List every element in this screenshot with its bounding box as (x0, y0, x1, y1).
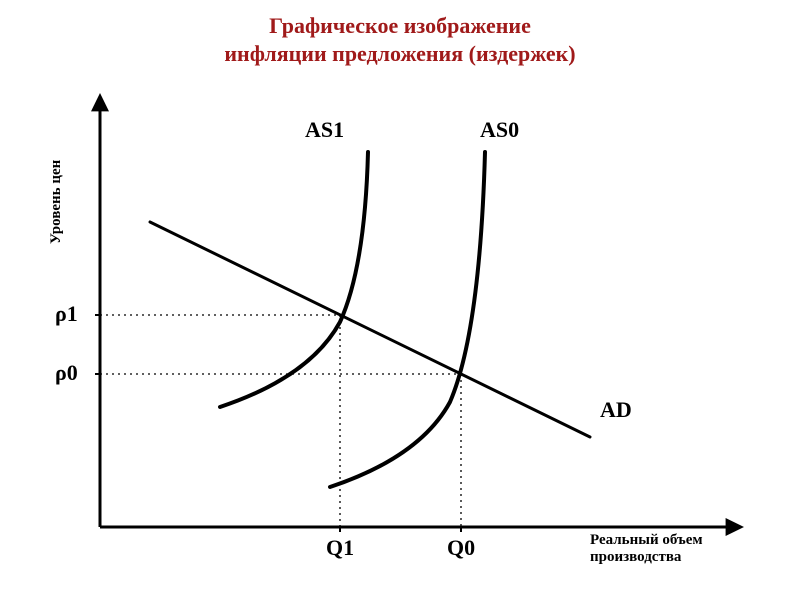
chart-svg (0, 67, 800, 587)
x-axis-label: Реальный объем производства (590, 532, 703, 565)
y-axis-label: Уровень цен (48, 127, 65, 277)
price-label-p1: ρ1 (55, 301, 78, 327)
price-label-p0: ρ0 (55, 360, 78, 386)
curve-label-as1: AS1 (305, 117, 344, 143)
qty-label-q1: Q1 (326, 535, 354, 561)
curve-label-as0: AS0 (480, 117, 519, 143)
title-line2: инфляции предложения (издержек) (0, 40, 800, 68)
qty-label-q0: Q0 (447, 535, 475, 561)
x-axis-label-line1: Реальный объем (590, 532, 703, 548)
title: Графическое изображение инфляции предлож… (0, 0, 800, 67)
chart: Уровень цен Реальный объем производства … (0, 67, 800, 587)
title-line1: Графическое изображение (0, 12, 800, 40)
curve-label-ad: AD (600, 397, 632, 423)
x-axis-label-line2: производства (590, 549, 681, 565)
